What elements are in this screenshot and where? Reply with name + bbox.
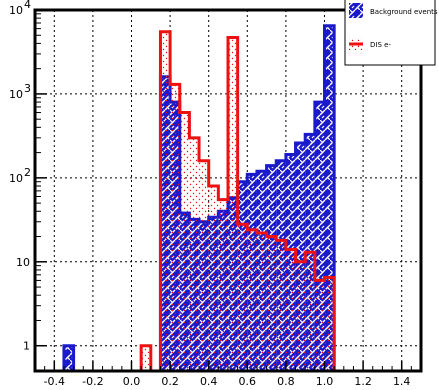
dis-e-bar — [256, 233, 267, 371]
dis-e-bar — [160, 31, 171, 372]
dis-e-bar — [237, 224, 248, 371]
y-tick-label: 10 — [9, 88, 23, 101]
legend-swatch-background-events — [349, 3, 363, 18]
background-events-bar — [295, 143, 306, 371]
dis-e-bar — [218, 199, 228, 371]
background-events-bar — [324, 25, 335, 371]
dis-e-bar — [266, 236, 277, 371]
x-tick-label: 0.6 — [239, 375, 257, 388]
y-tick-exponent: 3 — [24, 82, 31, 95]
dis-e-bar — [189, 137, 200, 371]
x-tick-label: 1.0 — [316, 375, 334, 388]
series-dis-e — [35, 30, 421, 373]
dis-e-bar — [285, 249, 296, 371]
y-tick-label: 1 — [23, 340, 30, 353]
background-events-bar — [314, 102, 325, 371]
dis-e-bar — [179, 112, 190, 372]
legend-label-background-events: Background events — [370, 8, 438, 16]
y-tick-label: 10 — [9, 4, 23, 17]
x-tick-label: 0.8 — [277, 375, 295, 388]
x-tick-label: 1.2 — [354, 375, 372, 388]
x-tick-label: 0.0 — [123, 375, 141, 388]
y-tick-exponent: 2 — [24, 166, 31, 179]
dis-e-bar — [170, 84, 180, 371]
legend: Background events DIS e- — [344, 0, 438, 66]
dis-e-bar — [208, 186, 219, 371]
dis-e-bar — [199, 160, 209, 371]
x-tick-label: 1.4 — [393, 375, 411, 388]
dis-e-bar — [276, 240, 286, 371]
dis-e-bar — [141, 345, 151, 371]
x-tick-label: -0.4 — [44, 375, 65, 388]
y-tick-exponent: 4 — [24, 0, 31, 11]
dis-e-bar — [228, 37, 238, 371]
dis-e-bar — [305, 252, 315, 371]
x-tick-label: 0.2 — [161, 375, 179, 388]
y-tick-label: 10 — [9, 172, 23, 185]
x-tick-label: -0.2 — [82, 375, 103, 388]
background-events-bar — [63, 345, 74, 371]
x-tick-label: 0.4 — [200, 375, 218, 388]
y-tick-label: 10 — [16, 256, 30, 269]
dis-e-bar — [295, 261, 306, 371]
dis-e-bar — [314, 280, 325, 371]
legend-label-dis-e: DIS e- — [370, 41, 391, 49]
dis-e-bar — [247, 229, 257, 371]
dis-e-bar — [324, 277, 335, 371]
